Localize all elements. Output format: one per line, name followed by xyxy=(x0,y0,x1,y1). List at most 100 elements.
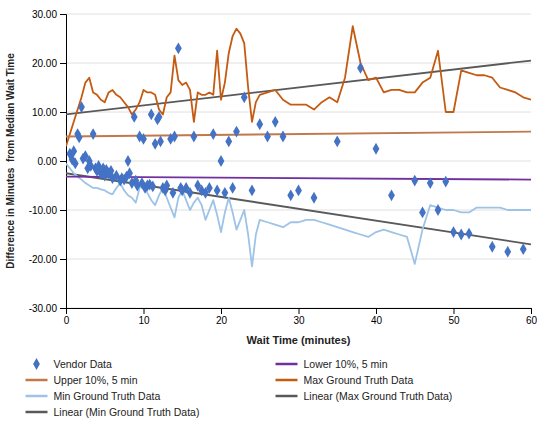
tick-label: 20.00 xyxy=(32,58,57,69)
scatter-point xyxy=(233,126,240,138)
tick: 0.00 xyxy=(38,156,66,167)
tick-mark xyxy=(144,308,145,314)
legend-item: Linear (Max Ground Truth Data) xyxy=(276,390,453,402)
legend-swatch xyxy=(276,379,298,382)
scatter-point xyxy=(72,158,79,170)
tick-mark xyxy=(60,210,66,211)
scatter-point xyxy=(140,133,147,145)
tick-label: -10.00 xyxy=(29,205,58,216)
scatter-point xyxy=(78,101,85,113)
scatter-point xyxy=(125,155,132,167)
legend-item: Linear (Min Ground Truth Data) xyxy=(26,406,200,418)
tick-mark xyxy=(221,308,222,314)
scatter-point xyxy=(152,138,159,150)
scatter-point xyxy=(504,246,511,258)
tick: 20.00 xyxy=(32,58,66,69)
tick-mark xyxy=(376,308,377,314)
tick-label: 50 xyxy=(448,315,460,326)
scatter-point xyxy=(280,131,287,143)
scatter-point xyxy=(334,136,341,148)
marks xyxy=(66,26,531,266)
y-axis-title: Difference in Minutes from Median Wait T… xyxy=(5,53,16,269)
scatter-point xyxy=(156,111,163,123)
tick: 30 xyxy=(293,308,305,326)
grid-line xyxy=(66,161,531,162)
series-line xyxy=(66,132,531,137)
legend-swatch xyxy=(33,358,40,370)
tick: 30.00 xyxy=(32,9,66,20)
tick: 20 xyxy=(216,308,228,326)
tick-label: 40 xyxy=(371,315,383,326)
scatter-point xyxy=(419,207,426,219)
scatter-point xyxy=(466,228,473,240)
x-axis: 0 10 20 30 40 50 60 xyxy=(64,308,538,326)
y-axis: -30.00 -20.00 -10.00 0.00 10.00 20.00 30.00 xyxy=(29,9,67,314)
tick-label: 30 xyxy=(293,315,305,326)
tick-mark xyxy=(60,63,66,64)
tick: -20.00 xyxy=(29,254,66,265)
scatter-point xyxy=(357,62,364,74)
tick-label: 60 xyxy=(526,315,538,326)
tick-mark xyxy=(60,259,66,260)
legend-swatch xyxy=(276,363,298,366)
scatter-point xyxy=(214,185,221,197)
tick-label: 30.00 xyxy=(32,9,57,20)
tick-label: 0 xyxy=(64,315,70,326)
scatter-point xyxy=(241,91,248,103)
legend: Vendor DataLower 10%, 5 minUpper 10%, 5 … xyxy=(26,358,453,418)
scatter-point xyxy=(373,143,380,155)
tick-mark xyxy=(299,308,300,314)
scatter-point xyxy=(311,192,318,204)
legend-item: Vendor Data xyxy=(33,358,112,370)
scatter-point xyxy=(187,187,194,199)
scatter-point xyxy=(229,182,236,194)
scatter-point xyxy=(427,177,434,189)
tick-label: -20.00 xyxy=(29,254,58,265)
tick: 60 xyxy=(526,308,538,326)
scatter-point xyxy=(157,136,164,148)
scatter-point xyxy=(489,241,496,253)
scatter-point xyxy=(411,175,418,187)
legend-label: Linear (Min Ground Truth Data) xyxy=(54,406,200,418)
series-line xyxy=(66,163,531,266)
scatter-point xyxy=(388,189,395,201)
legend-label: Linear (Max Ground Truth Data) xyxy=(304,390,453,402)
scatter-point xyxy=(221,187,228,199)
scatter-point xyxy=(210,128,217,140)
scatter-point xyxy=(70,145,77,157)
scatter-point xyxy=(249,185,256,197)
grid xyxy=(66,14,531,308)
scatter-point xyxy=(171,131,178,143)
legend-item: Lower 10%, 5 min xyxy=(276,358,388,370)
tick-label: 10 xyxy=(138,315,150,326)
legend-label: Min Ground Truth Data xyxy=(54,390,161,402)
legend-label: Lower 10%, 5 min xyxy=(304,358,388,370)
tick: 10 xyxy=(138,308,150,326)
grid-line xyxy=(66,112,531,113)
legend-item: Min Ground Truth Data xyxy=(26,390,161,402)
chart: 0 10 20 30 40 50 60 -30.00 -20.00 -10.00 0.00 10.00… xyxy=(0,0,551,430)
scatter-point xyxy=(520,243,527,255)
plot: 0 10 20 30 40 50 60 -30.00 -20.00 -10.00 0.00 10.00… xyxy=(5,9,537,346)
tick: -10.00 xyxy=(29,205,66,216)
scatter-point xyxy=(435,204,442,216)
tick: 50 xyxy=(448,308,460,326)
tick: 10.00 xyxy=(32,107,66,118)
tick-label: 10.00 xyxy=(32,107,57,118)
scatter-point xyxy=(442,176,449,188)
scatter-point xyxy=(264,131,271,143)
tick-mark xyxy=(60,112,66,113)
legend-label: Vendor Data xyxy=(54,358,113,370)
scatter-point xyxy=(256,118,263,130)
grid-line xyxy=(66,14,531,15)
tick-mark xyxy=(454,308,455,314)
legend-swatch xyxy=(26,379,48,382)
scatter-point xyxy=(175,42,182,54)
series-line xyxy=(66,61,531,115)
scatter-series xyxy=(66,42,526,257)
tick-label: -30.00 xyxy=(29,303,58,314)
scatter-point xyxy=(76,132,83,144)
series-line xyxy=(66,26,531,146)
scatter-point xyxy=(272,116,279,128)
scatter-point xyxy=(206,182,213,194)
